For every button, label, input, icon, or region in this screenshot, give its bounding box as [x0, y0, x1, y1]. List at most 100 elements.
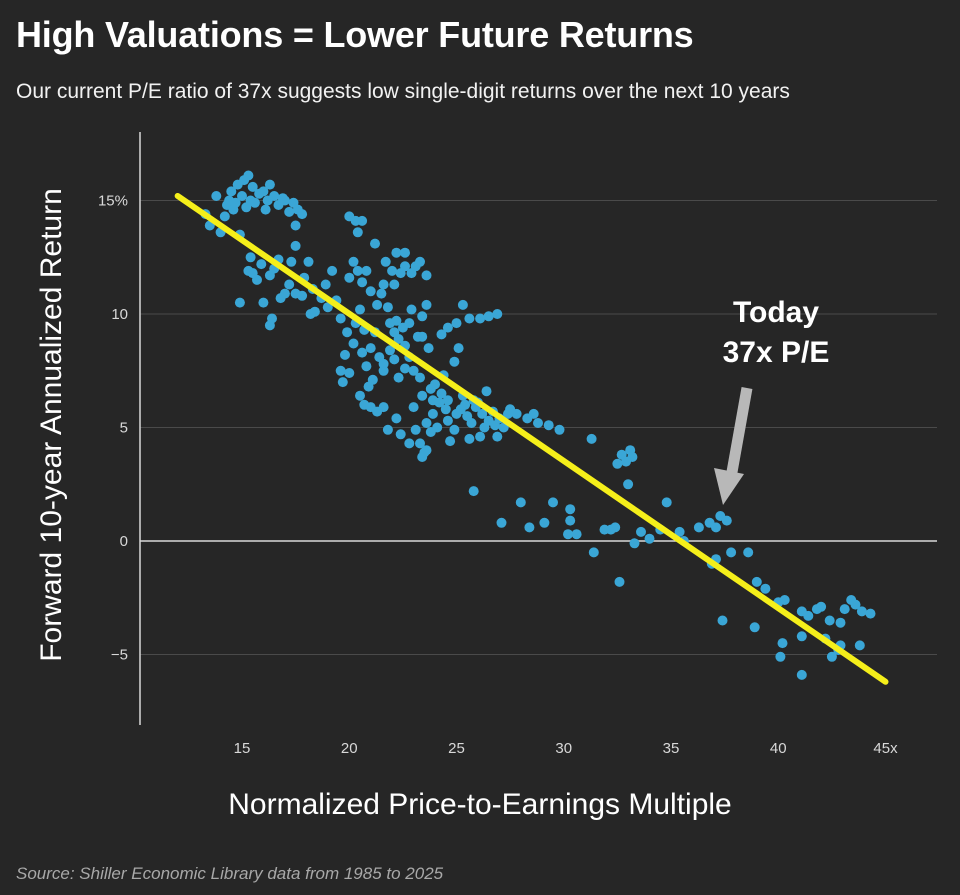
scatter-point — [249, 197, 260, 208]
scatter-point — [344, 272, 355, 283]
scatter-point — [417, 390, 428, 401]
scatter-point — [400, 261, 410, 272]
x-tick-label: 15 — [234, 740, 251, 757]
scatter-point — [460, 399, 471, 410]
scatter-point — [464, 313, 475, 324]
annotation-today-label: Today — [733, 296, 819, 329]
scatter-point — [693, 522, 704, 533]
scatter-point — [237, 191, 247, 201]
scatter-point — [408, 402, 419, 413]
scatter-point — [427, 408, 438, 419]
scatter-point — [355, 390, 365, 401]
scatter-point — [344, 368, 355, 378]
scatter-point — [565, 504, 576, 515]
scatter-point — [391, 413, 402, 424]
scatter-point — [483, 311, 494, 322]
scatter-point — [565, 515, 576, 526]
scatter-point — [264, 179, 275, 190]
scatter-point — [644, 533, 655, 544]
x-tick-label: 40 — [770, 740, 787, 757]
scatter-point — [475, 313, 486, 324]
scatter-point — [856, 606, 867, 617]
x-tick-label: 30 — [555, 740, 572, 757]
chart-title: High Valuations = Lower Future Returns — [16, 14, 694, 55]
scatter-point — [352, 227, 363, 238]
scatter-point — [415, 372, 425, 383]
scatter-point — [824, 615, 835, 626]
scatter-point — [258, 186, 269, 197]
scatter-point — [372, 299, 383, 310]
chart-subtitle: Our current P/E ratio of 37x suggests lo… — [16, 80, 790, 103]
x-tick-labels: 15 20 25 30 35 40 45x — [234, 740, 898, 757]
scatter-point — [415, 438, 425, 449]
scatter-point — [421, 299, 432, 310]
source-note: Source: Shiller Economic Library data fr… — [16, 864, 444, 883]
scatter-point — [629, 538, 640, 549]
scatter-point — [410, 424, 421, 435]
scatter-point — [726, 547, 737, 558]
scatter-point — [264, 320, 275, 331]
scatter-point — [427, 395, 438, 406]
scatter-point — [599, 524, 610, 535]
scatter-point — [385, 345, 395, 356]
scatter-point — [440, 404, 451, 415]
scatter-point — [515, 497, 526, 508]
scatter-point — [337, 377, 348, 388]
scatter-point — [554, 424, 565, 435]
scatter-point — [389, 279, 400, 290]
scatter-point — [421, 418, 432, 428]
scatter-point — [357, 277, 368, 288]
scatter-point — [279, 195, 290, 206]
scatter-point — [524, 522, 535, 533]
scatter-point — [412, 331, 423, 342]
y-tick-label: −5 — [111, 647, 128, 664]
scatter-point — [395, 429, 406, 440]
scatter-point — [247, 181, 258, 192]
scatter-point — [340, 349, 350, 360]
scatter-point — [357, 347, 368, 358]
scatter-point — [721, 515, 732, 526]
scatter-point — [305, 309, 316, 319]
scatter-point — [406, 304, 417, 315]
scatter-point — [854, 640, 865, 651]
scatter-point — [380, 256, 391, 267]
scatter-point — [243, 170, 254, 181]
scatter-point — [451, 318, 462, 329]
scatter-point — [230, 197, 241, 208]
scatter-point — [226, 186, 237, 197]
scatter-point — [400, 247, 410, 258]
scatter-point — [421, 270, 432, 281]
scatter-point — [320, 279, 331, 290]
scatter-point — [623, 479, 634, 490]
scatter-point — [449, 424, 460, 435]
scatter-point — [442, 322, 453, 333]
scatter-point — [342, 327, 353, 338]
scatter-point — [219, 211, 230, 222]
scatter-point — [835, 617, 846, 628]
y-axis-label: Forward 10-year Annualized Return — [35, 188, 68, 662]
annotation-arrow — [714, 387, 753, 505]
scatter-point — [421, 445, 432, 456]
scatter-point — [571, 529, 582, 540]
scatter-point — [436, 388, 447, 399]
scatter-point — [348, 338, 359, 349]
y-tick-label: 10 — [111, 306, 128, 323]
scatter-point — [850, 599, 861, 610]
scatter-point — [361, 361, 372, 372]
scatter-point — [376, 288, 387, 299]
scatter-point — [355, 304, 365, 315]
scatter-point — [284, 279, 295, 290]
scatter-point — [256, 259, 267, 270]
scatter-point — [284, 206, 295, 217]
scatter-point — [445, 436, 456, 447]
scatter-point — [636, 526, 646, 537]
scatter-point — [378, 402, 389, 413]
y-tick-label: 15% — [98, 193, 128, 210]
scatter-point — [365, 286, 376, 297]
scatter-point — [404, 438, 415, 449]
scatter-point — [378, 358, 389, 369]
scatter-point — [327, 265, 338, 276]
scatter-point — [661, 497, 672, 508]
scatter-point — [563, 529, 573, 540]
scatter-point — [777, 638, 788, 649]
